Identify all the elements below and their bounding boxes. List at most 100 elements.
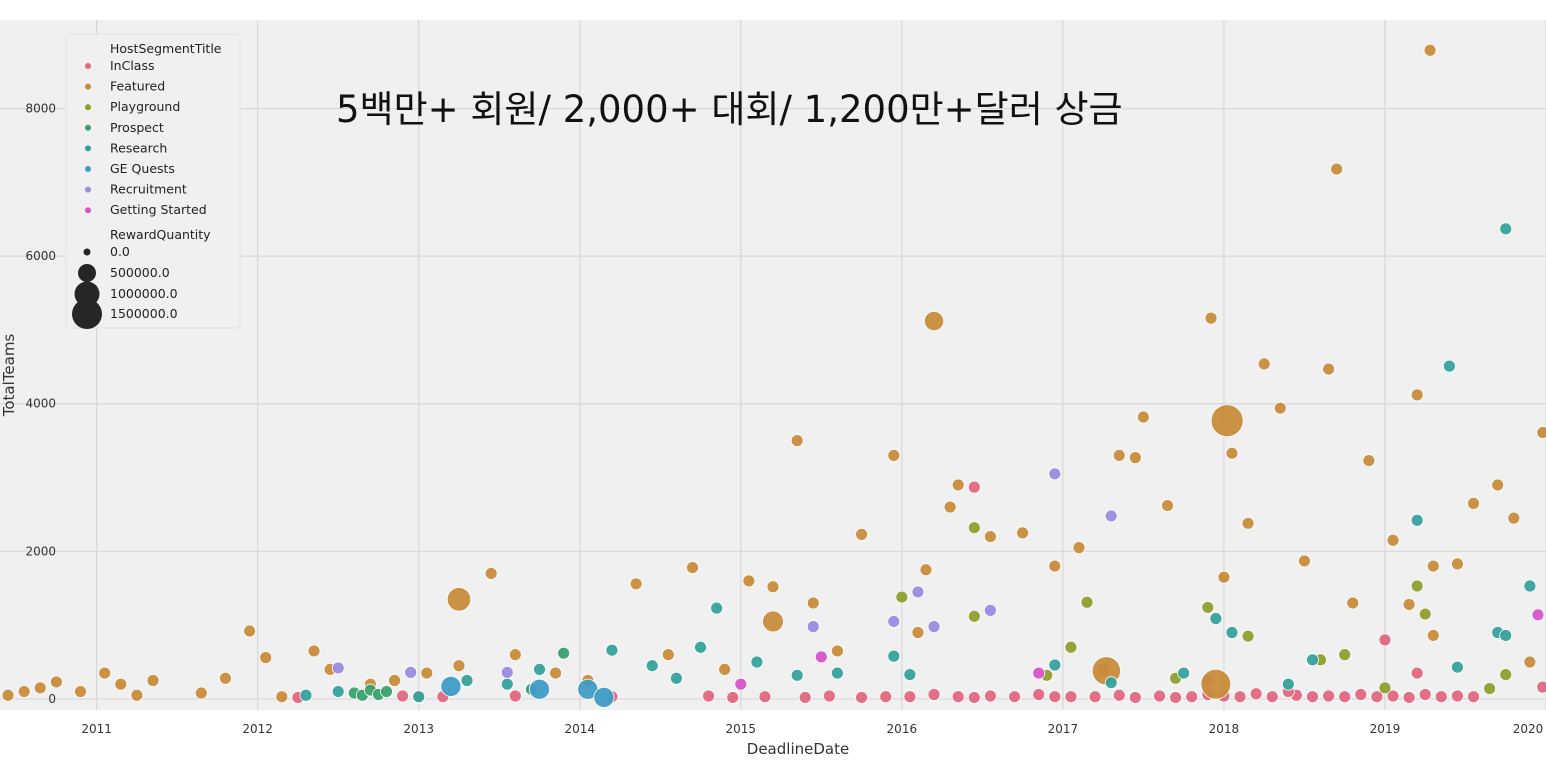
- data-point: [508, 689, 522, 703]
- data-point: [1410, 388, 1424, 402]
- legend: HostSegmentTitle InClass Featured Playgrou…: [65, 33, 241, 329]
- legend-size-entries: 0.0 500000.0 1000000.0 1500000.0: [72, 244, 178, 329]
- data-point: [661, 648, 675, 662]
- data-point: [1338, 690, 1352, 704]
- data-point: [702, 689, 715, 703]
- data-point: [33, 681, 47, 695]
- data-point: [299, 688, 313, 702]
- data-point: [484, 567, 498, 580]
- data-point: [331, 661, 345, 675]
- data-point: [967, 521, 981, 535]
- data-point: [446, 587, 472, 612]
- data-point: [533, 663, 546, 676]
- data-point: [1008, 690, 1021, 704]
- data-point: [1200, 668, 1232, 700]
- data-point: [1362, 454, 1376, 467]
- data-point: [549, 666, 562, 680]
- data-point: [1499, 222, 1513, 236]
- data-point: [1225, 626, 1239, 639]
- data-point: [219, 671, 232, 685]
- data-point: [1322, 362, 1335, 376]
- legend-marker: [85, 186, 91, 193]
- data-point: [1128, 691, 1142, 704]
- data-point: [1322, 689, 1335, 703]
- x-tick-label: 2018: [1209, 722, 1240, 736]
- data-point: [1330, 162, 1344, 176]
- legend-marker: [85, 145, 91, 152]
- data-point: [49, 675, 63, 689]
- series-ge-quests: [440, 675, 615, 708]
- data-point: [1536, 426, 1546, 439]
- data-point: [790, 434, 804, 448]
- legend-size-marker: [72, 299, 102, 329]
- data-point: [822, 689, 836, 703]
- data-point: [1499, 668, 1513, 681]
- data-point: [275, 690, 289, 704]
- y-axis-label: TotalTeams: [0, 334, 18, 418]
- data-point: [420, 666, 434, 680]
- data-point: [529, 678, 550, 700]
- data-point: [1499, 629, 1513, 642]
- legend-size-label: 0.0: [110, 244, 130, 259]
- data-point: [943, 500, 957, 514]
- data-point: [1426, 629, 1440, 642]
- data-point: [1378, 681, 1392, 695]
- data-point: [1402, 598, 1416, 611]
- legend-size-label: 1500000.0: [110, 306, 178, 321]
- data-point: [806, 596, 820, 610]
- data-point: [1273, 401, 1287, 415]
- data-point: [452, 659, 466, 673]
- x-tick-label: 2020: [1513, 722, 1544, 736]
- data-point: [887, 449, 901, 462]
- y-tick-label: 6000: [25, 249, 56, 263]
- legend-entry-label: Research: [110, 140, 167, 155]
- data-point: [605, 643, 619, 657]
- data-point: [1523, 655, 1537, 669]
- y-tick-label: 4000: [25, 397, 56, 411]
- data-point: [831, 644, 844, 658]
- x-tick-label: 2013: [403, 722, 434, 736]
- data-point: [500, 677, 514, 691]
- series-recruitment: [331, 467, 1118, 679]
- data-point: [1225, 446, 1239, 460]
- data-point: [1298, 554, 1311, 568]
- data-point: [1064, 640, 1078, 654]
- data-point: [1370, 690, 1384, 704]
- grid-lines: [0, 20, 1546, 710]
- data-point: [1451, 689, 1464, 703]
- data-point: [114, 677, 128, 691]
- legend-marker: [85, 83, 91, 90]
- data-point: [1177, 666, 1191, 680]
- x-tick-label: 2014: [564, 722, 595, 736]
- data-point: [380, 685, 393, 698]
- data-point: [911, 626, 925, 639]
- data-point: [1112, 688, 1126, 702]
- legend-size-title: RewardQuantity: [110, 227, 211, 242]
- legend-marker: [85, 124, 91, 131]
- data-point: [1451, 660, 1464, 674]
- data-points: [1, 43, 1546, 708]
- data-point: [412, 690, 426, 704]
- data-point: [1153, 689, 1166, 703]
- x-tick-label: 2016: [887, 722, 918, 736]
- data-point: [1536, 680, 1546, 694]
- y-tick-label: 2000: [25, 544, 56, 558]
- data-point: [500, 665, 514, 679]
- series-inclass: [291, 480, 1546, 704]
- data-point: [74, 685, 87, 698]
- data-point: [1386, 689, 1400, 703]
- y-tick-labels: 0 2000 4000 6000 8000: [25, 102, 56, 706]
- data-point: [726, 691, 740, 704]
- legend-marker: [85, 166, 91, 172]
- data-point: [1, 688, 15, 702]
- data-point: [1088, 690, 1102, 704]
- legend-entry-label: Recruitment: [110, 182, 187, 197]
- x-tick-label: 2015: [726, 722, 757, 736]
- data-point: [1048, 658, 1062, 672]
- data-point: [17, 685, 31, 698]
- data-point: [1241, 629, 1255, 643]
- data-point: [1016, 526, 1030, 540]
- series-research: [299, 222, 1537, 704]
- data-point: [895, 590, 909, 604]
- data-point: [243, 624, 257, 638]
